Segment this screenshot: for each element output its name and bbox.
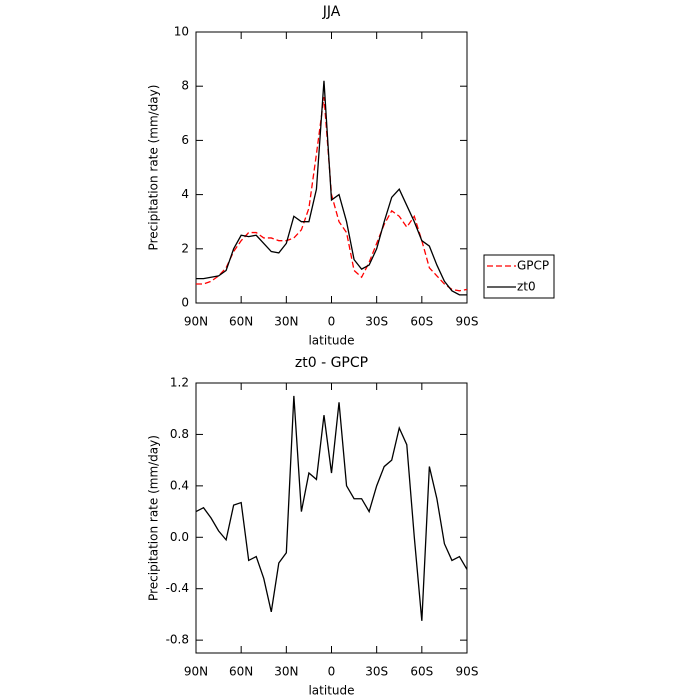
y-tick-label: 1.2 — [170, 376, 189, 390]
y-tick-label: 6 — [181, 133, 189, 147]
x-tick-label: 30N — [274, 315, 298, 329]
x-tick-label: 90S — [456, 315, 479, 329]
data-line — [196, 80, 467, 296]
y-tick-label: 0.0 — [170, 530, 189, 544]
chart-title: zt0 - GPCP — [295, 355, 368, 371]
chart-title: JJA — [322, 4, 341, 20]
plot-frame — [195, 382, 468, 654]
y-tick-label: 0 — [181, 296, 189, 310]
y-tick-label: -0.4 — [166, 581, 189, 595]
x-tick-label: 60N — [229, 665, 253, 679]
legend-label: GPCP — [517, 259, 549, 273]
x-tick-label: 60N — [229, 315, 253, 329]
x-tick-label: 30S — [365, 665, 388, 679]
legend-box — [483, 254, 555, 299]
x-axis-title: latitude — [308, 334, 354, 348]
x-tick-label: 90S — [456, 665, 479, 679]
y-tick-label: 4 — [181, 187, 189, 201]
plot-frame — [195, 31, 468, 304]
y-tick-label: 10 — [174, 25, 189, 39]
y-tick-label: 2 — [181, 241, 189, 255]
y-tick-label: 8 — [181, 79, 189, 93]
data-line — [195, 395, 468, 621]
y-axis-title: Precipitation rate (mm/day) — [147, 435, 161, 601]
legend-label: zt0 — [517, 280, 536, 294]
y-tick-label: 0.8 — [170, 427, 189, 441]
x-tick-label: 90N — [184, 665, 208, 679]
x-tick-label: 90N — [184, 315, 208, 329]
x-tick-label: 0 — [328, 665, 336, 679]
x-tick-label: 30S — [365, 315, 388, 329]
y-axis-title: Precipitation rate (mm/day) — [147, 85, 161, 251]
y-tick-label: 0.4 — [170, 478, 189, 492]
x-tick-label: 30N — [274, 665, 298, 679]
x-tick-label: 60S — [410, 665, 433, 679]
x-tick-label: 0 — [328, 315, 336, 329]
x-axis-title: latitude — [308, 684, 354, 698]
y-tick-label: -0.8 — [166, 633, 189, 647]
x-tick-label: 60S — [410, 315, 433, 329]
